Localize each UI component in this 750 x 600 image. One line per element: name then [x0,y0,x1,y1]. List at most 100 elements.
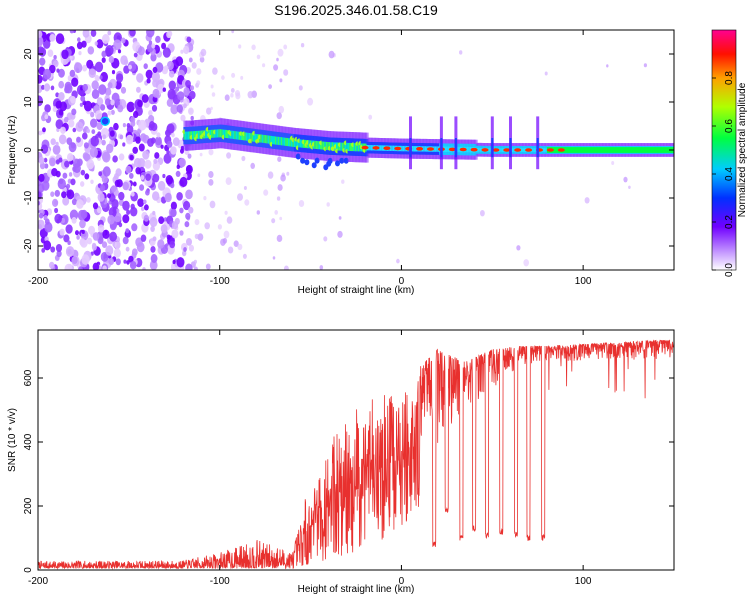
spec-noise-cell [175,86,180,92]
spec-noise-cell [211,92,216,97]
spec-noise-cell [99,184,106,192]
spec-noise-cell [113,122,119,131]
spec-noise-cell [129,30,136,37]
spec-noise-cell [102,229,110,239]
spec-noise-cell [130,206,138,217]
colorbar-label: Normalized spectral amplitude [737,82,748,217]
spec-noise-cell [82,83,88,92]
spec-noise-cell [171,132,175,138]
spec-noise-cell [150,53,157,62]
spec-noise-cell [185,164,193,174]
spec-noise-cell [208,171,214,178]
spec-band-blob [314,157,320,164]
spec-noise-cell [79,219,86,229]
spec-noise-cell [38,212,44,219]
spec-noise-cell [43,39,51,49]
spec-noise-cell [132,146,138,154]
snr-y-ticks: 0 200 400 600 [23,369,674,573]
spec-noise-cell [241,155,246,162]
spec-noise-cell [63,234,70,243]
spec-noise-cell [243,186,247,190]
snr-x-ticks: -200 -100 0 100 [28,330,592,587]
snr-x-tick-label: -100 [210,576,230,587]
spec-noise-cell [129,172,134,179]
spec-noise-cell [108,207,117,218]
spec-noise-cell [141,94,149,103]
spec-noise-cell [96,97,104,106]
spec-noise-cell [66,137,73,145]
spec-noise-cell [102,151,111,163]
spec-noise-cell [179,207,184,214]
snr-y-tick-label: 0 [23,567,34,573]
spec-noise-cell [86,59,94,69]
spec-noise-cell [62,196,70,206]
spec-noise-cell [43,240,52,251]
spec-noise-cell [277,156,282,162]
spec-noise-cell [341,179,345,184]
spec-noise-cell [231,72,236,78]
spec-noise-cell [71,77,79,87]
spec-noise-cell [227,246,234,254]
spec-noise-cell [90,179,94,184]
spec-noise-cell [69,69,76,77]
spec-noise-cell [100,71,108,83]
spec-noise-cell [197,233,204,241]
spec-noise-cell [98,84,107,95]
spec-noise-cell [129,154,134,161]
spec-noise-cell [65,246,75,257]
spec-noise-cell [144,204,149,211]
snr-plot-area [38,330,674,570]
spec-noise-cell [147,138,154,147]
spec-noise-cell [118,222,123,228]
spec-noise-cell [58,109,64,116]
spec-noise-cell [256,210,260,215]
spec-noise-cell [54,213,62,224]
spec-noise-cell [43,157,48,163]
spec-noise-cell [87,46,95,55]
snr-frame [37,329,675,571]
spec-noise-cell [283,44,288,50]
spec-noise-cell [75,121,84,132]
spec-noise-cell [516,245,521,251]
spec-noise-cell [199,152,203,157]
spec-noise-cell [81,229,85,234]
spec-noise-cell [91,80,99,90]
spec-noise-cell [544,71,548,76]
spec-noise-cell [66,183,71,189]
spec-noise-cell [38,95,43,107]
spec-peak-dot [470,147,478,152]
spec-noise-cell [65,83,73,94]
spec-noise-cell [113,39,122,51]
spec-noise-cell [92,202,99,210]
spec-noise-cell [71,108,77,116]
spec-noise-cell [180,145,185,151]
spec-noise-cell [196,68,202,75]
spec-noise-cell [179,176,188,188]
spec-noise-cell [144,159,152,169]
spec-outlier-blob [100,116,110,126]
spec-noise-cell [97,224,105,233]
spec-noise-cell [267,171,274,179]
spec-noise-cell [44,104,51,113]
spec-noise-cell [237,243,243,251]
spec-noise-cell [137,99,143,108]
spec-noise-cell [163,153,172,164]
spec-noise-cell [102,265,107,270]
spec-noise-cell [276,196,281,201]
spec-noise-cell [115,258,121,266]
spec-noise-cell [92,262,100,270]
spec-noise-cell [50,191,55,197]
spec-noise-cell [154,136,162,146]
spec-noise-cell [140,133,147,142]
spec-noise-cell [286,171,290,176]
spec-noise-cell [280,174,286,182]
spec-noise-cell [51,168,58,177]
spec-noise-cell [186,238,192,246]
spec-noise-cell [55,119,64,129]
spec-noise-cell [40,144,49,154]
spec-noise-cell [67,263,73,270]
spec-noise-cell [338,216,342,220]
spec-noise-cell [231,30,235,34]
spec-noise-cell [54,207,59,214]
